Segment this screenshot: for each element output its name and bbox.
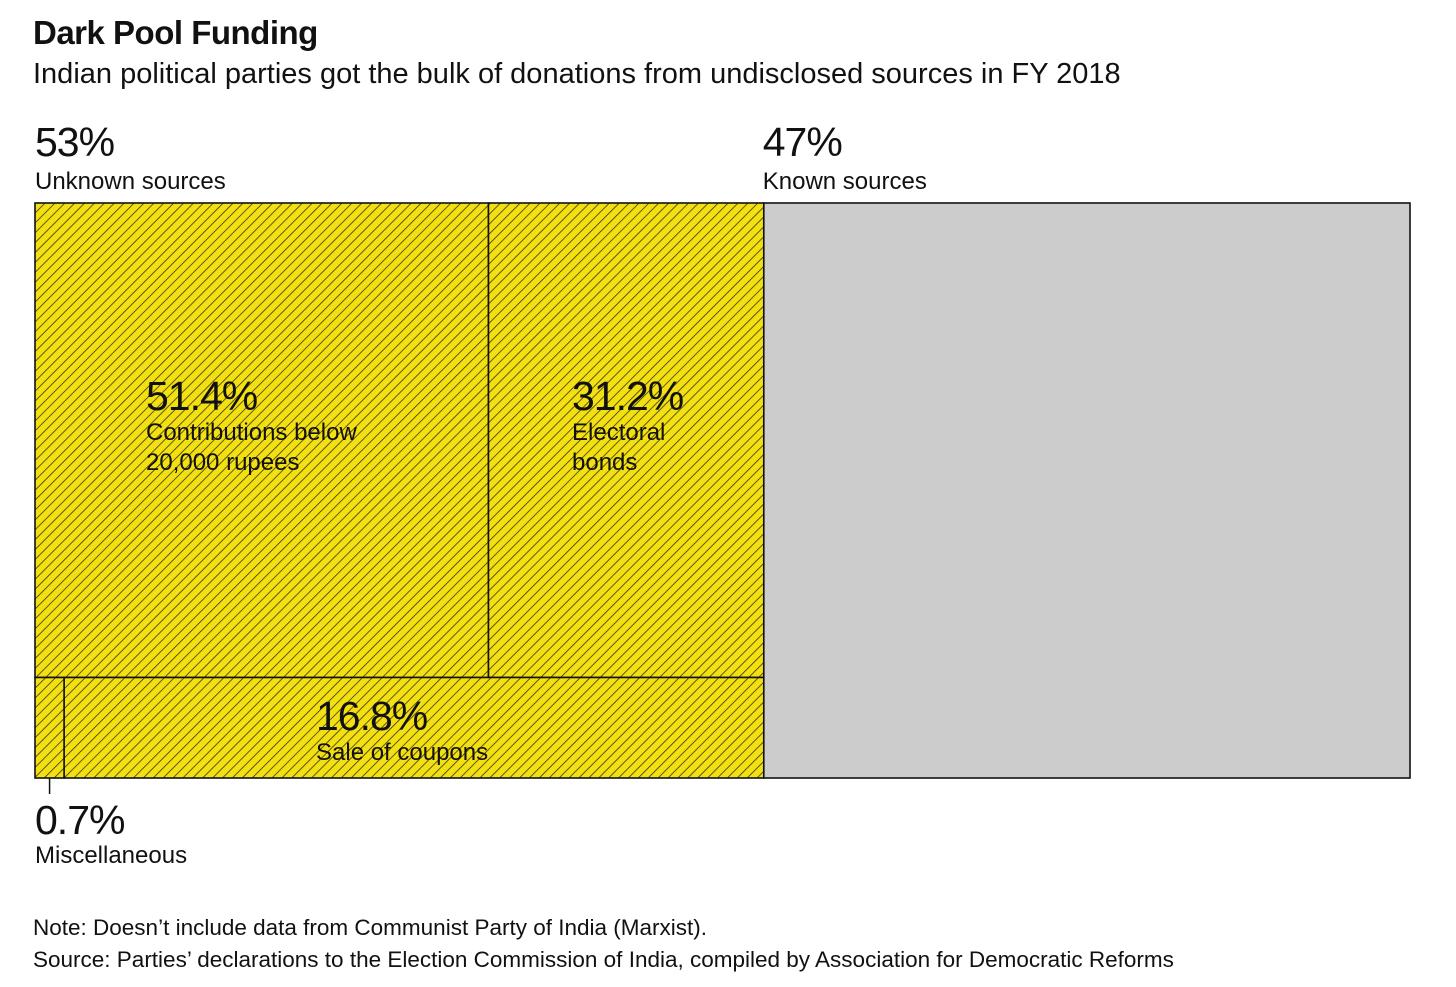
category-label-contributions-1: 20,000 rupees bbox=[146, 449, 299, 476]
value-label-miscellaneous: 0.7% bbox=[35, 797, 124, 843]
group-value-known: 47% bbox=[763, 119, 842, 165]
treemap-rect-sale-of-coupons bbox=[63, 676, 765, 779]
chart-title: Dark Pool Funding bbox=[33, 14, 318, 51]
category-label-contributions-0: Contributions below bbox=[146, 419, 357, 446]
treemap-rect-known-sources bbox=[762, 202, 1411, 779]
treemap-rect-contributions bbox=[34, 202, 490, 679]
group-label-known: Known sources bbox=[763, 168, 927, 195]
treemap-rect-miscellaneous bbox=[34, 676, 65, 779]
value-label-electoral-bonds: 31.2% bbox=[572, 373, 683, 419]
value-label-contributions: 51.4% bbox=[146, 373, 257, 419]
group-value-unknown: 53% bbox=[35, 119, 114, 165]
value-label-sale-of-coupons: 16.8% bbox=[316, 693, 427, 739]
treemap-chart: 53% Unknown sources 47% Known sources 51.4%C… bbox=[34, 119, 1411, 869]
note-text: Note: Doesn’t include data from Communis… bbox=[33, 915, 708, 940]
group-label-unknown: Unknown sources bbox=[35, 168, 226, 195]
category-label-electoral-bonds-1: bonds bbox=[572, 449, 637, 476]
source-text: Source: Parties’ declarations to the Ele… bbox=[33, 947, 1174, 972]
category-label-miscellaneous-0: Miscellaneous bbox=[35, 842, 187, 869]
category-label-sale-of-coupons-0: Sale of coupons bbox=[316, 739, 488, 766]
treemap-rect-electoral-bonds bbox=[487, 202, 765, 679]
chart-subtitle: Indian political parties got the bulk of… bbox=[33, 58, 1121, 90]
chart-notes: Note: Doesn’t include data from Communis… bbox=[33, 912, 1174, 976]
category-label-electoral-bonds-0: Electoral bbox=[572, 419, 665, 446]
